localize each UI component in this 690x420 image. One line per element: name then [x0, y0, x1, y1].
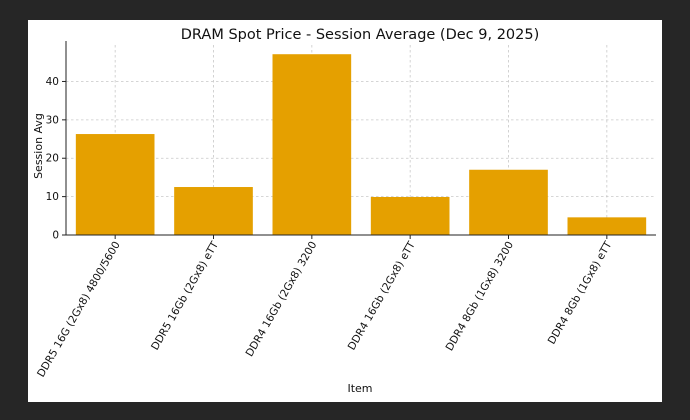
chart-figure: DRAM Spot Price - Session Average (Dec 9…	[28, 20, 662, 402]
x-tick-label: DDR4 16Gb (2Gx8) eTT	[346, 239, 418, 352]
y-tick-label: 30	[46, 114, 59, 126]
x-tick-label: DDR4 16Gb (2Gx8) 3200	[244, 240, 320, 359]
bar	[469, 169, 548, 235]
bar	[75, 134, 155, 235]
y-tick-label: 40	[46, 76, 59, 88]
x-tick-label: DDR5 16G (2Gx8) 4800/5600	[35, 240, 123, 380]
bar	[370, 197, 450, 235]
x-tick-label: DDR5 16Gb (2Gx8) eTT	[149, 239, 221, 352]
bar-layer	[75, 54, 647, 235]
x-tick-label: DDR4 8Gb (1Gx8) 3200	[444, 240, 517, 354]
bar	[567, 217, 647, 235]
bar-chart: DRAM Spot Price - Session Average (Dec 9…	[32, 27, 656, 395]
y-axis-label: Session Avg	[32, 113, 45, 179]
chart-title: DRAM Spot Price - Session Average (Dec 9…	[181, 27, 540, 43]
y-tick-label: 10	[46, 191, 59, 203]
y-tick-label: 0	[52, 230, 59, 242]
bar	[272, 54, 352, 235]
bar	[174, 187, 253, 235]
y-tick-label: 20	[46, 153, 59, 165]
x-tick-label: DDR4 8Gb (1Gx8) eTT	[546, 239, 615, 347]
x-axis-label: Item	[347, 382, 372, 395]
